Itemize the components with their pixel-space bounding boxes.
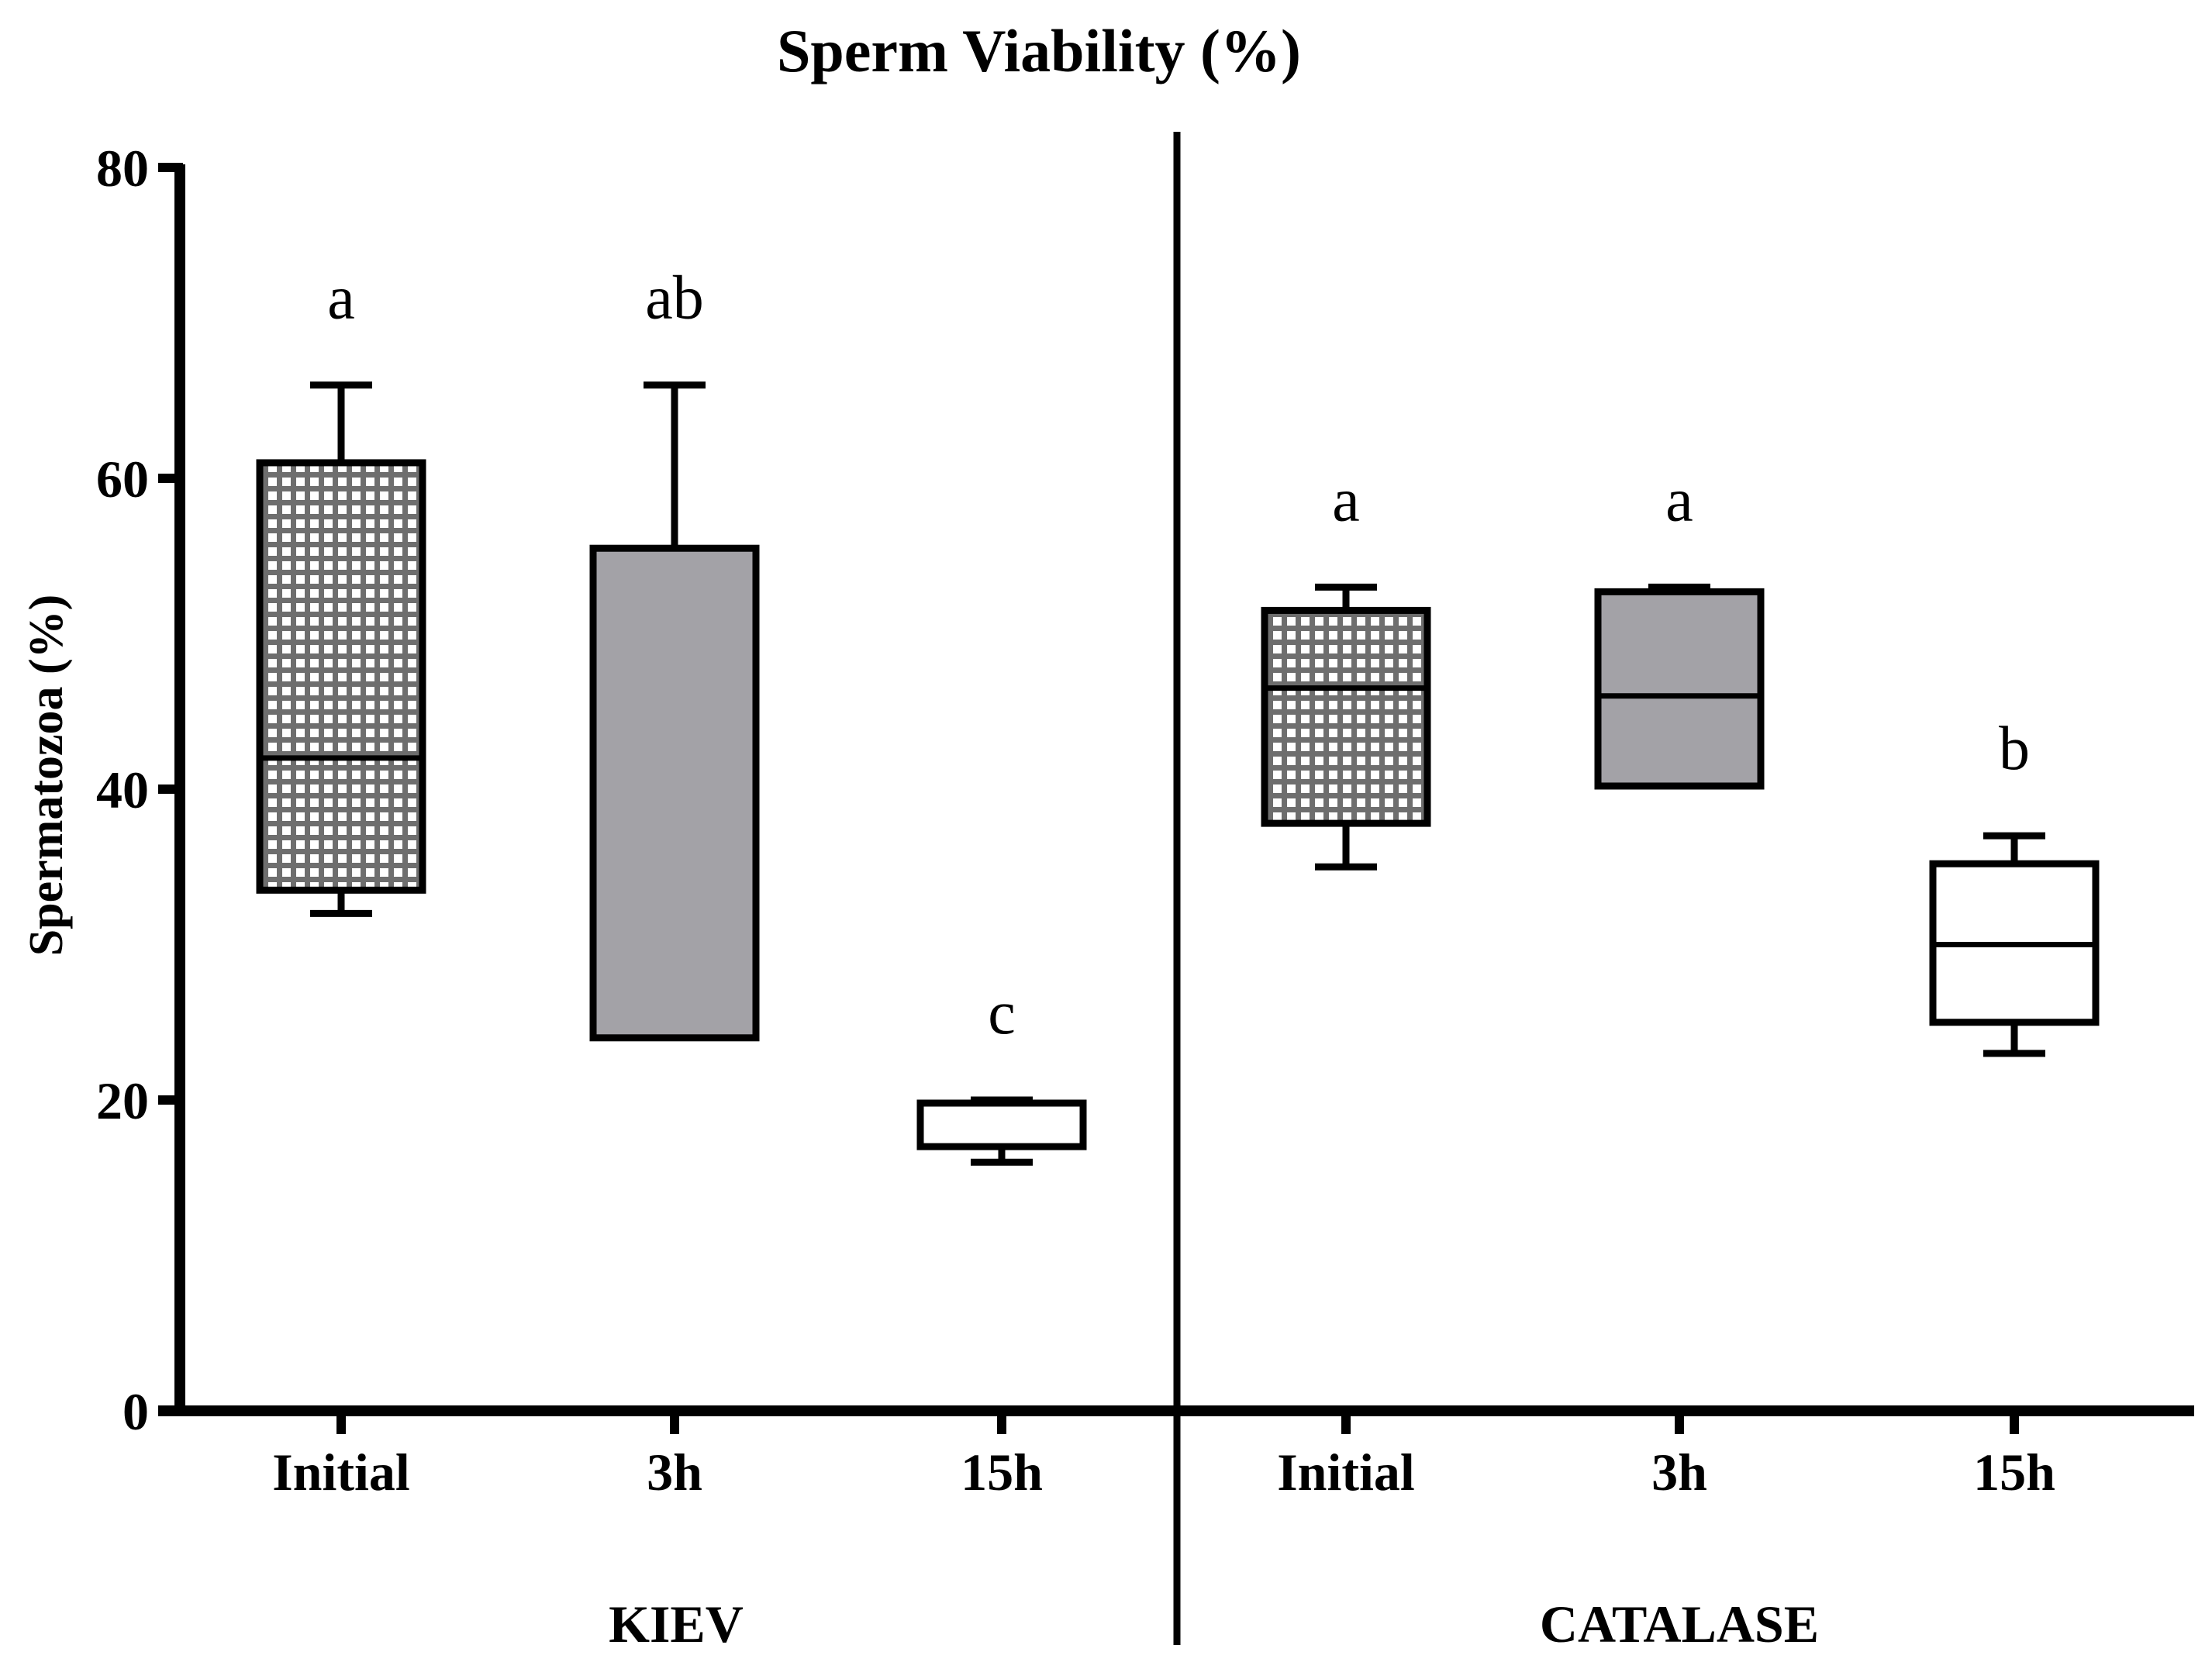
x-tick-label-catalase-3h: 3h <box>1651 1443 1707 1502</box>
chart-title: Sperm Viability (%) <box>777 17 1301 84</box>
significance-letter-catalase-15h: b <box>1999 715 2030 783</box>
box-catalase-initial: a <box>1261 466 1431 871</box>
y-tick-label-20: 20 <box>96 1071 149 1130</box>
significance-letter-kiev-3h: ab <box>645 264 704 333</box>
y-tick-label-40: 40 <box>96 760 149 819</box>
y-tick-label-80: 80 <box>96 139 149 198</box>
x-tick-label-kiev-3h: 3h <box>647 1443 702 1502</box>
significance-letter-catalase-initial: a <box>1332 466 1360 534</box>
significance-letter-kiev-initial: a <box>327 264 355 333</box>
box-body-kiev-initial <box>256 459 426 894</box>
box-catalase-3h: a <box>1594 466 1765 790</box>
box-kiev-initial: a <box>256 264 426 917</box>
box-body-kiev-15h <box>916 1099 1087 1150</box>
group-label-catalase: CATALASE <box>1540 1595 1819 1653</box>
significance-letter-kiev-15h: c <box>988 979 1016 1047</box>
y-axis-ticks: 0 20 40 60 80 <box>96 139 183 1441</box>
x-tick-label-kiev-initial: Initial <box>272 1443 410 1502</box>
x-tick-label-kiev-15h: 15h <box>961 1443 1043 1502</box>
box-body-kiev-3h <box>589 544 760 1042</box>
box-body-catalase-3h <box>1594 588 1765 790</box>
significance-letter-catalase-3h: a <box>1665 466 1693 534</box>
y-tick-label-60: 60 <box>96 450 149 509</box>
y-axis-label: Spermatozoa (%) <box>20 595 73 957</box>
x-axis-category-labels: Initial 3h 15h Initial 3h 15h <box>272 1411 2055 1502</box>
box-kiev-15h: c <box>916 979 1087 1166</box>
box-catalase-15h: b <box>1929 715 2100 1057</box>
group-label-kiev: KIEV <box>609 1595 744 1653</box>
y-tick-label-0: 0 <box>123 1382 149 1441</box>
x-tick-label-catalase-initial: Initial <box>1277 1443 1415 1502</box>
x-tick-label-catalase-15h: 15h <box>1973 1443 2055 1502</box>
box-kiev-3h: ab <box>589 264 760 1042</box>
box-body-catalase-initial <box>1261 606 1431 827</box>
